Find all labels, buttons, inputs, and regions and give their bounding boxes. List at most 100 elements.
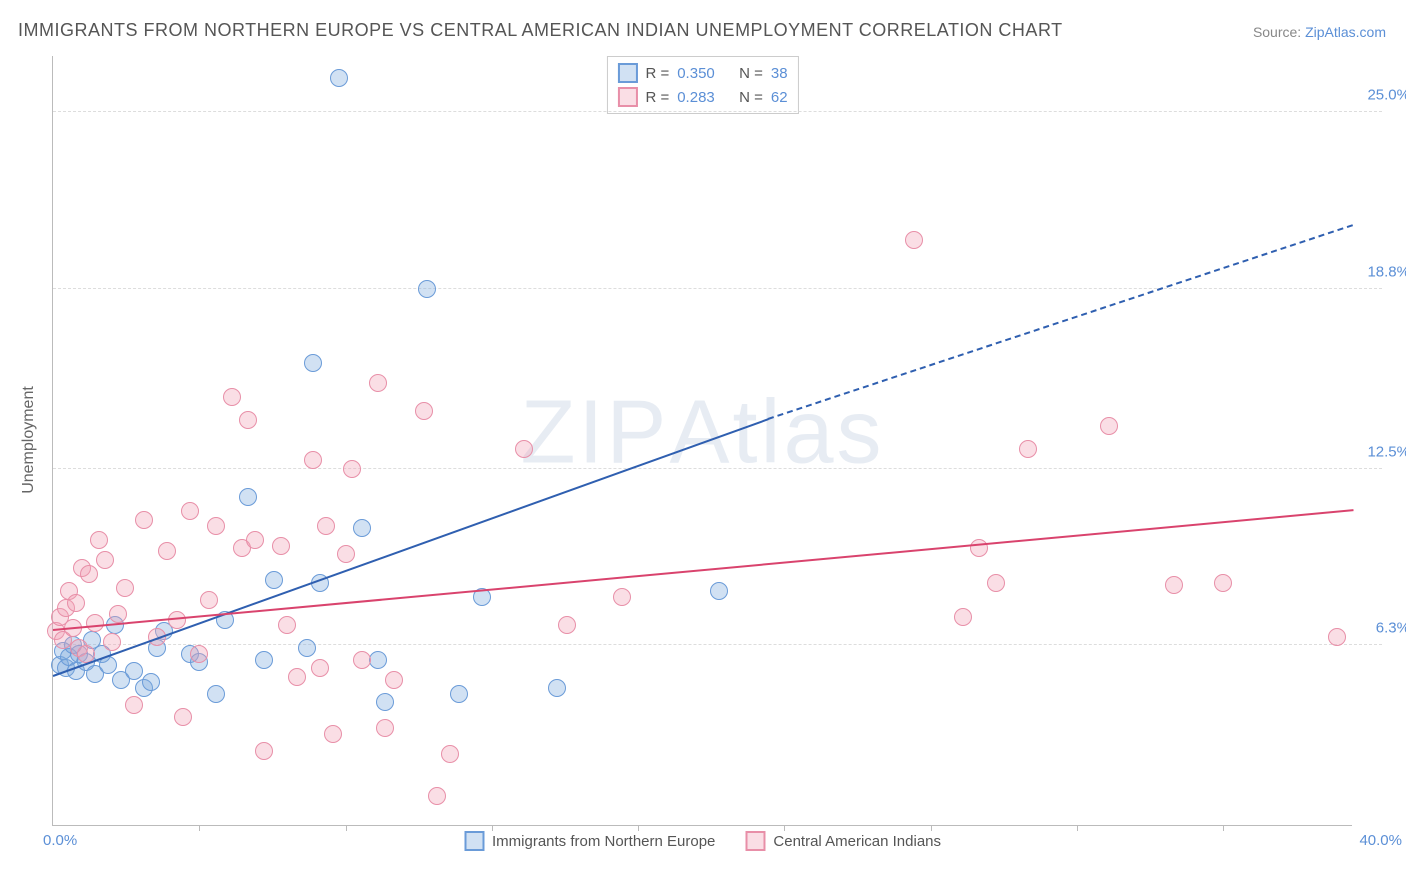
series-legend: Immigrants from Northern Europe Central … bbox=[464, 831, 941, 851]
r-value: 0.283 bbox=[677, 89, 715, 106]
n-label: N = bbox=[739, 89, 763, 106]
legend-label: Central American Indians bbox=[773, 833, 941, 850]
x-tick bbox=[1223, 825, 1224, 831]
scatter-point bbox=[324, 725, 342, 743]
x-max-label: 40.0% bbox=[1359, 832, 1402, 849]
x-min-label: 0.0% bbox=[43, 832, 77, 849]
scatter-point bbox=[135, 511, 153, 529]
n-label: N = bbox=[739, 65, 763, 82]
legend-row-pink: R = 0.283 N = 62 bbox=[617, 85, 787, 109]
scatter-point bbox=[239, 488, 257, 506]
scatter-point bbox=[67, 594, 85, 612]
scatter-point bbox=[304, 354, 322, 372]
scatter-point bbox=[548, 679, 566, 697]
scatter-point bbox=[415, 402, 433, 420]
scatter-point bbox=[272, 537, 290, 555]
scatter-point bbox=[80, 565, 98, 583]
scatter-point bbox=[450, 685, 468, 703]
scatter-point bbox=[298, 639, 316, 657]
scatter-point bbox=[265, 571, 283, 589]
scatter-point bbox=[1328, 628, 1346, 646]
scatter-point bbox=[207, 517, 225, 535]
scatter-point bbox=[369, 651, 387, 669]
legend-item-pink: Central American Indians bbox=[745, 831, 941, 851]
y-tick-label: 6.3% bbox=[1360, 620, 1406, 637]
legend-row-blue: R = 0.350 N = 38 bbox=[617, 61, 787, 85]
scatter-point bbox=[86, 614, 104, 632]
scatter-point bbox=[613, 588, 631, 606]
y-tick-label: 18.8% bbox=[1360, 263, 1406, 280]
r-label: R = bbox=[645, 65, 669, 82]
swatch-icon bbox=[464, 831, 484, 851]
x-tick bbox=[931, 825, 932, 831]
scatter-point bbox=[376, 693, 394, 711]
y-tick-label: 12.5% bbox=[1360, 443, 1406, 460]
scatter-point bbox=[311, 659, 329, 677]
r-label: R = bbox=[645, 89, 669, 106]
scatter-point bbox=[142, 673, 160, 691]
y-axis-title: Unemployment bbox=[20, 386, 38, 494]
scatter-point bbox=[1019, 440, 1037, 458]
x-tick bbox=[199, 825, 200, 831]
scatter-point bbox=[1214, 574, 1232, 592]
scatter-point bbox=[174, 708, 192, 726]
scatter-point bbox=[558, 616, 576, 634]
scatter-point bbox=[710, 582, 728, 600]
scatter-point bbox=[255, 742, 273, 760]
x-tick bbox=[784, 825, 785, 831]
x-tick bbox=[638, 825, 639, 831]
swatch-icon bbox=[617, 63, 637, 83]
source-attribution: Source: ZipAtlas.com bbox=[1253, 24, 1386, 40]
scatter-point bbox=[246, 531, 264, 549]
x-tick bbox=[1077, 825, 1078, 831]
scatter-point bbox=[255, 651, 273, 669]
scatter-point bbox=[441, 745, 459, 763]
scatter-point bbox=[190, 645, 208, 663]
chart-title: IMMIGRANTS FROM NORTHERN EUROPE VS CENTR… bbox=[18, 20, 1063, 41]
legend-label: Immigrants from Northern Europe bbox=[492, 833, 715, 850]
scatter-point bbox=[987, 574, 1005, 592]
scatter-point bbox=[1100, 417, 1118, 435]
scatter-point bbox=[181, 502, 199, 520]
y-tick-label: 25.0% bbox=[1360, 87, 1406, 104]
scatter-point bbox=[353, 519, 371, 537]
scatter-point bbox=[239, 411, 257, 429]
scatter-point bbox=[428, 787, 446, 805]
scatter-point bbox=[200, 591, 218, 609]
source-label: Source: bbox=[1253, 24, 1301, 40]
n-value: 62 bbox=[771, 89, 788, 106]
legend-item-blue: Immigrants from Northern Europe bbox=[464, 831, 715, 851]
plot-area: ZIPAtlas 0.0% 40.0% R = 0.350 N = 38 R =… bbox=[52, 56, 1352, 826]
scatter-point bbox=[158, 542, 176, 560]
scatter-point bbox=[418, 280, 436, 298]
scatter-point bbox=[369, 374, 387, 392]
scatter-point bbox=[223, 388, 241, 406]
scatter-point bbox=[515, 440, 533, 458]
trend-line bbox=[53, 509, 1353, 631]
x-tick bbox=[346, 825, 347, 831]
gridline bbox=[53, 288, 1382, 289]
scatter-point bbox=[905, 231, 923, 249]
scatter-point bbox=[330, 69, 348, 87]
scatter-point bbox=[337, 545, 355, 563]
source-link[interactable]: ZipAtlas.com bbox=[1305, 24, 1386, 40]
scatter-point bbox=[343, 460, 361, 478]
x-tick bbox=[492, 825, 493, 831]
scatter-point bbox=[278, 616, 296, 634]
correlation-legend: R = 0.350 N = 38 R = 0.283 N = 62 bbox=[606, 56, 798, 114]
scatter-point bbox=[96, 551, 114, 569]
scatter-point bbox=[353, 651, 371, 669]
scatter-point bbox=[376, 719, 394, 737]
scatter-point bbox=[116, 579, 134, 597]
scatter-point bbox=[207, 685, 225, 703]
chart-container: IMMIGRANTS FROM NORTHERN EUROPE VS CENTR… bbox=[0, 0, 1406, 892]
swatch-icon bbox=[617, 87, 637, 107]
gridline bbox=[53, 644, 1382, 645]
scatter-point bbox=[109, 605, 127, 623]
swatch-icon bbox=[745, 831, 765, 851]
gridline bbox=[53, 111, 1382, 112]
scatter-point bbox=[304, 451, 322, 469]
scatter-point bbox=[288, 668, 306, 686]
scatter-point bbox=[90, 531, 108, 549]
scatter-point bbox=[954, 608, 972, 626]
